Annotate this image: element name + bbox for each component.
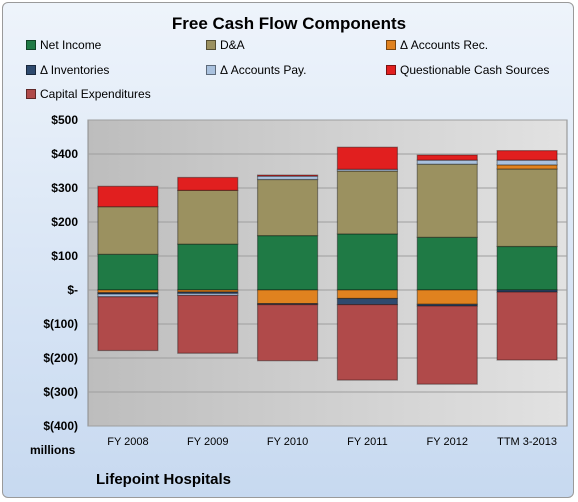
legend-item-net-income: Net Income: [26, 38, 101, 52]
y-tick-label: $(300): [43, 385, 78, 399]
legend-swatch: [26, 89, 36, 99]
bar-accounts-rec-ttm-3-2013: [496, 164, 558, 170]
y-tick-label: $300: [51, 181, 78, 195]
x-tick-label: FY 2010: [267, 436, 308, 448]
bar-accounts-pay-ttm-3-2013: [496, 159, 558, 166]
legend-item-inventories: Δ Inventories: [26, 63, 109, 77]
bar-d-a-fy-2008: [97, 206, 159, 255]
plot-area: [87, 119, 568, 427]
y-tick-label: $(200): [43, 351, 78, 365]
y-tick-label: $500: [51, 113, 78, 127]
bar-d-a-fy-2011: [336, 170, 399, 235]
legend-swatch: [26, 65, 36, 75]
bar-net-income-fy-2011: [336, 233, 399, 291]
legend-label: Capital Expenditures: [40, 87, 151, 101]
x-tick-label: FY 2009: [187, 436, 228, 448]
legend-label: D&A: [220, 38, 245, 52]
chart-title: Free Cash Flow Components: [171, 14, 407, 33]
bar-questionable-cash-sources-ttm-3-2013: [496, 150, 558, 161]
bar-net-income-fy-2012: [416, 236, 478, 291]
bar-d-a-fy-2010: [256, 178, 319, 237]
y-tick-label: $200: [51, 215, 78, 229]
bar-net-income-fy-2009: [177, 243, 239, 291]
legend-label: Net Income: [40, 38, 102, 52]
bar-capital-expenditures-fy-2009: [177, 294, 239, 354]
bar-accounts-rec-fy-2012: [416, 289, 478, 305]
legend-swatch: [26, 40, 36, 50]
bar-questionable-cash-sources-fy-2010: [256, 174, 319, 177]
legend-item-accounts-pay: Δ Accounts Pay.: [206, 63, 307, 77]
bar-d-a-ttm-3-2013: [496, 168, 558, 248]
bar-questionable-cash-sources-fy-2011: [336, 146, 399, 170]
bar-capital-expenditures-fy-2010: [256, 304, 319, 362]
bar-capital-expenditures-fy-2012: [416, 305, 478, 385]
x-tick-label: FY 2008: [107, 436, 148, 448]
bar-d-a-fy-2009: [177, 189, 239, 245]
legend-label: Δ Inventories: [40, 63, 110, 77]
bar-accounts-rec-fy-2011: [336, 289, 399, 300]
legend-swatch: [386, 40, 396, 50]
bar-questionable-cash-sources-fy-2012: [416, 154, 478, 161]
bar-net-income-fy-2010: [256, 235, 319, 291]
y-tick-label: $-: [67, 283, 78, 297]
bar-accounts-pay-fy-2012: [416, 159, 478, 165]
legend-swatch: [206, 40, 216, 50]
bar-d-a-fy-2012: [416, 163, 478, 238]
bar-questionable-cash-sources-fy-2008: [97, 185, 159, 208]
bar-inventories-fy-2011: [336, 297, 399, 306]
legend-label: Δ Accounts Pay.: [220, 63, 307, 77]
bar-capital-expenditures-ttm-3-2013: [496, 291, 558, 361]
company-name: Lifepoint Hospitals: [96, 471, 231, 488]
y-tick-label: $100: [51, 249, 78, 263]
bar-accounts-rec-fy-2010: [256, 289, 319, 305]
legend-label: Δ Accounts Rec.: [400, 38, 489, 52]
x-tick-label: FY 2012: [427, 436, 468, 448]
bar-capital-expenditures-fy-2011: [336, 304, 399, 381]
bar-net-income-fy-2008: [97, 253, 159, 291]
y-tick-label: $(400): [43, 419, 78, 433]
legend-swatch: [386, 65, 396, 75]
legend-label: Questionable Cash Sources: [400, 63, 550, 77]
bar-questionable-cash-sources-fy-2009: [177, 176, 239, 191]
bar-capital-expenditures-fy-2008: [97, 296, 159, 352]
legend-item-capital-expenditures: Capital Expenditures: [26, 87, 151, 101]
y-unit-label: millions: [30, 443, 76, 457]
x-tick-label: TTM 3-2013: [497, 436, 557, 448]
bar-net-income-ttm-3-2013: [496, 245, 558, 291]
y-tick-label: $(100): [43, 317, 78, 331]
legend-item-questionable-cash-sources: Questionable Cash Sources: [386, 63, 549, 77]
legend-swatch: [206, 65, 216, 75]
legend-item-d-a: D&A: [206, 38, 245, 52]
legend-item-accounts-rec: Δ Accounts Rec.: [386, 38, 488, 52]
y-tick-label: $400: [51, 147, 78, 161]
x-tick-label: FY 2011: [347, 436, 388, 448]
